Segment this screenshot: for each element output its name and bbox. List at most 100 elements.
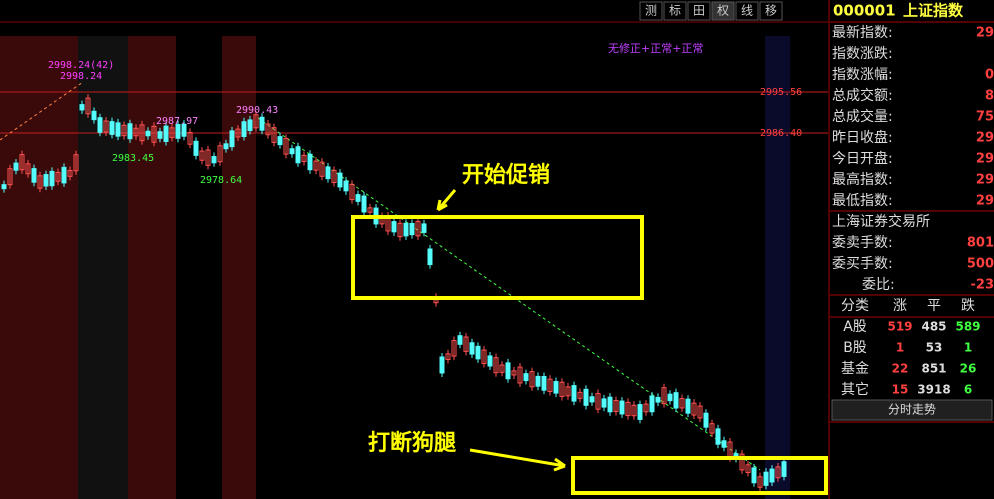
candle-body bbox=[97, 117, 103, 133]
candle-body bbox=[103, 120, 109, 133]
candle-body bbox=[757, 476, 763, 488]
field-label: 最高指数: bbox=[832, 171, 893, 188]
price-label: 2983.45 bbox=[112, 153, 154, 164]
candle-body bbox=[721, 440, 727, 448]
candle-body bbox=[763, 471, 769, 486]
candle-body bbox=[169, 127, 175, 138]
band bbox=[128, 36, 176, 499]
field-label: 委卖手数: bbox=[832, 235, 893, 251]
toolbar-label: 权 bbox=[717, 4, 729, 18]
table-cell: 3918 bbox=[917, 383, 950, 397]
candle-body bbox=[685, 398, 691, 414]
candle-body bbox=[247, 119, 253, 132]
candle-body bbox=[187, 131, 193, 145]
candle-body bbox=[337, 172, 343, 188]
candle-body bbox=[541, 375, 547, 391]
candle-body bbox=[163, 125, 169, 142]
toolbar-label: 标 bbox=[669, 4, 681, 18]
candle-body bbox=[157, 131, 163, 139]
candle-body bbox=[85, 97, 91, 115]
annotation: 开始促销 bbox=[462, 162, 550, 188]
candle-body bbox=[613, 400, 619, 412]
field-label: 昨日收盘: bbox=[832, 129, 893, 146]
candle-body bbox=[559, 381, 565, 397]
toolbar-button[interactable] bbox=[759, 1, 783, 21]
candle-body bbox=[7, 168, 13, 186]
table-header: 涨 bbox=[893, 298, 907, 314]
candle-body bbox=[421, 223, 427, 233]
table-cell: 589 bbox=[955, 320, 980, 334]
candle-body bbox=[199, 150, 205, 161]
candle-body bbox=[487, 355, 493, 367]
candle-body bbox=[511, 370, 517, 376]
candle-body bbox=[517, 366, 523, 384]
price-label: 2978.64 bbox=[200, 175, 242, 186]
toolbar-button[interactable] bbox=[639, 1, 663, 21]
candle-body bbox=[703, 412, 709, 428]
table-cell: 1 bbox=[964, 341, 972, 355]
arrow bbox=[469, 448, 566, 472]
candle-body bbox=[151, 125, 157, 143]
candle-body bbox=[91, 110, 97, 121]
panel-button[interactable] bbox=[831, 399, 993, 421]
price-label: 2998.24 bbox=[60, 71, 102, 82]
candles bbox=[1, 94, 787, 492]
candle-body bbox=[37, 175, 43, 189]
table-cell: 其它 bbox=[841, 381, 869, 398]
candle-body bbox=[313, 160, 319, 171]
price-label: 2990.43 bbox=[236, 105, 278, 116]
toolbar-button[interactable] bbox=[663, 1, 687, 21]
candle-body bbox=[607, 396, 613, 413]
field-label: 指数涨跌: bbox=[832, 46, 893, 62]
toolbar-button[interactable] bbox=[711, 1, 735, 21]
band bbox=[0, 36, 78, 499]
candle-body bbox=[229, 130, 235, 148]
highlight-box bbox=[571, 456, 828, 495]
candle-body bbox=[235, 128, 241, 138]
candle-body bbox=[625, 401, 631, 417]
candle-body bbox=[481, 349, 487, 365]
candle-body bbox=[223, 143, 229, 150]
candle-body bbox=[241, 121, 247, 138]
field-label: 委买手数: bbox=[832, 256, 893, 272]
candle-body bbox=[283, 137, 289, 155]
candle-body bbox=[301, 154, 307, 162]
field-value: 801 bbox=[967, 236, 994, 251]
candle-body bbox=[535, 375, 541, 387]
field-label: 最低指数: bbox=[832, 193, 893, 209]
candle-body bbox=[271, 127, 277, 143]
candle-body bbox=[775, 466, 781, 479]
table-header: 平 bbox=[927, 298, 941, 314]
candle-body bbox=[709, 423, 715, 434]
toolbar-button[interactable] bbox=[735, 1, 759, 21]
candle-body bbox=[505, 362, 511, 380]
candle-body bbox=[211, 156, 217, 164]
toolbar-button[interactable] bbox=[687, 1, 711, 21]
candle-body bbox=[739, 453, 745, 471]
band bbox=[765, 36, 790, 499]
field-value: 500 bbox=[967, 257, 994, 272]
candle-body bbox=[637, 404, 643, 420]
candle-body bbox=[253, 114, 259, 129]
candle-body bbox=[127, 123, 133, 140]
candle-body bbox=[457, 335, 463, 345]
highlight-box bbox=[351, 215, 644, 300]
candle-body bbox=[1, 184, 7, 190]
mode-label: 无修正+正常+正常 bbox=[608, 41, 703, 55]
field-value: 29 bbox=[976, 131, 994, 146]
table-cell: 1 bbox=[896, 341, 904, 355]
candle-body bbox=[295, 146, 301, 164]
candle-body bbox=[619, 400, 625, 415]
table-cell: 15 bbox=[892, 383, 909, 397]
candle-body bbox=[49, 170, 55, 187]
candle-body bbox=[595, 392, 601, 410]
table-header: 分类 bbox=[841, 298, 869, 314]
annotation: 打断狗腿 bbox=[368, 430, 456, 456]
candle-body bbox=[307, 153, 313, 171]
candle-body bbox=[55, 171, 61, 182]
candle-body bbox=[391, 221, 397, 233]
table-header: 跌 bbox=[961, 298, 975, 314]
candle-body bbox=[25, 163, 31, 175]
candle-body bbox=[277, 136, 283, 146]
candle-body bbox=[409, 222, 415, 236]
